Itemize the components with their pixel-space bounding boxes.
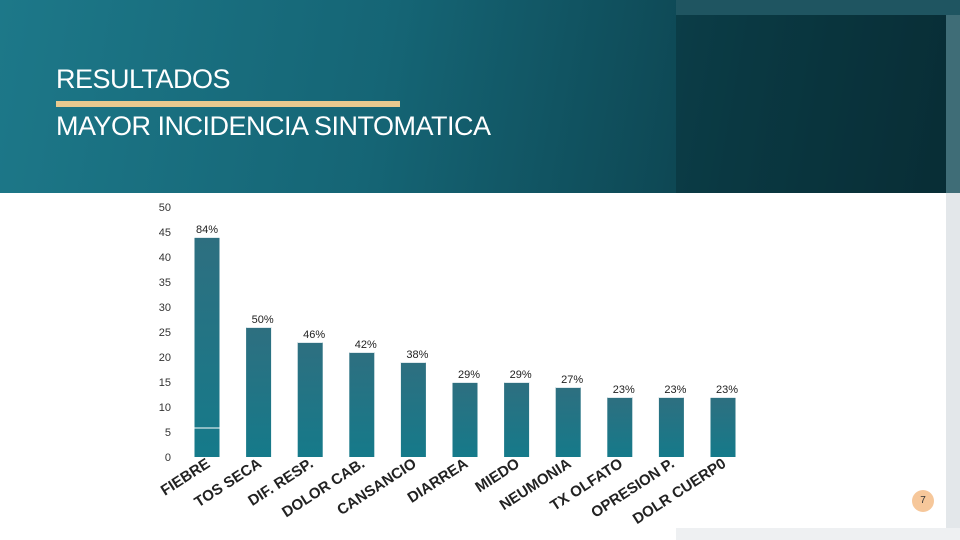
header-corner-strip bbox=[676, 0, 960, 15]
header-banner bbox=[0, 0, 960, 193]
y-tick-label: 25 bbox=[159, 327, 171, 339]
bar bbox=[246, 327, 272, 457]
y-tick-label: 50 bbox=[159, 202, 171, 214]
data-label: 29% bbox=[510, 369, 532, 381]
x-category-label: DOLR CUERP0 bbox=[630, 455, 729, 528]
bottom-corner-strip bbox=[676, 528, 960, 540]
y-tick-label: 40 bbox=[159, 252, 171, 264]
slide-title: RESULTADOS bbox=[56, 64, 231, 94]
bar bbox=[452, 382, 478, 457]
y-axis: 0 5 10 15 20 25 30 35 40 45 50 bbox=[159, 202, 171, 464]
bar bbox=[349, 352, 375, 457]
data-labels-group: 84% 50% 46% 42% 38% 29% 29% 27% 23% 23% 23% bbox=[196, 224, 738, 396]
data-label: 38% bbox=[406, 349, 428, 361]
data-label: 42% bbox=[355, 339, 377, 351]
y-tick-label: 15 bbox=[159, 377, 171, 389]
data-label: 84% bbox=[196, 224, 218, 236]
y-tick-label: 30 bbox=[159, 302, 171, 314]
data-label: 46% bbox=[303, 329, 325, 341]
page-number-badge: 7 bbox=[912, 490, 934, 512]
header-dark-panel bbox=[676, 15, 946, 193]
y-tick-label: 35 bbox=[159, 277, 171, 289]
y-tick-label: 45 bbox=[159, 227, 171, 239]
bar bbox=[504, 382, 530, 457]
bar bbox=[710, 397, 736, 457]
bar bbox=[658, 397, 684, 457]
data-label: 23% bbox=[613, 384, 635, 396]
bar bbox=[607, 397, 633, 457]
data-label: 23% bbox=[716, 384, 738, 396]
bar bbox=[555, 387, 581, 457]
data-label: 27% bbox=[561, 374, 583, 386]
data-label: 29% bbox=[458, 369, 480, 381]
bar bbox=[297, 342, 323, 457]
bars-group bbox=[194, 237, 736, 457]
y-tick-label: 10 bbox=[159, 402, 171, 414]
title-accent-bar bbox=[56, 101, 400, 107]
y-tick-label: 0 bbox=[165, 452, 171, 464]
bar bbox=[400, 362, 426, 457]
slide-subtitle: MAYOR INCIDENCIA SINTOMATICA bbox=[56, 111, 491, 141]
right-edge-strip-top bbox=[946, 15, 960, 193]
y-tick-label: 5 bbox=[165, 427, 171, 439]
bar bbox=[194, 237, 220, 457]
y-tick-label: 20 bbox=[159, 352, 171, 364]
data-label: 50% bbox=[252, 314, 274, 326]
data-label: 23% bbox=[664, 384, 686, 396]
